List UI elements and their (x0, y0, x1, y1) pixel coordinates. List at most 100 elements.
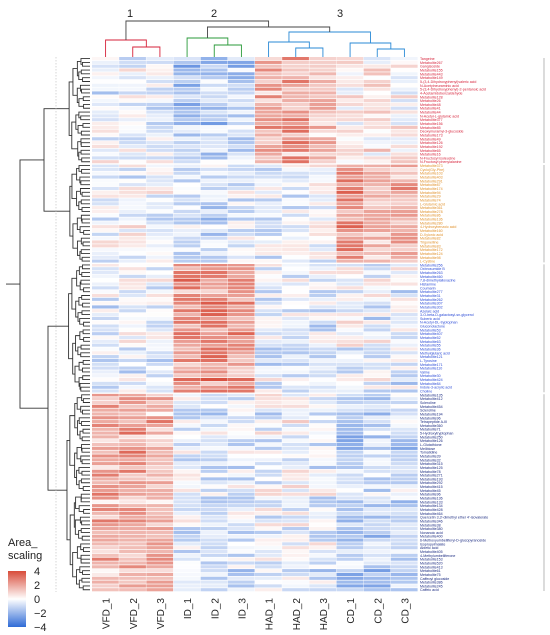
heatmap-cell (173, 488, 201, 492)
dendrogram-branch (81, 88, 90, 94)
heatmap-cell (200, 190, 228, 194)
heatmap-cell (227, 328, 255, 332)
heatmap-cell (255, 507, 282, 512)
heatmap-cell (227, 358, 255, 363)
heatmap-cell (200, 477, 228, 481)
row-label: Metabolite75 (420, 573, 441, 577)
heatmap-cell (200, 164, 228, 168)
heatmap-cell (173, 423, 201, 427)
heatmap-cell (282, 519, 309, 523)
heatmap-cell (336, 102, 364, 106)
heatmap-cell (309, 565, 337, 569)
heatmap-cell (282, 427, 309, 431)
heatmap-cell (146, 68, 174, 72)
heatmap-cell (92, 442, 119, 447)
heatmap-cell (173, 404, 201, 408)
heatmap-cell (255, 358, 282, 363)
heatmap-cell (146, 106, 174, 110)
heatmap-cell (173, 580, 201, 584)
heatmap-cell (336, 141, 364, 145)
heatmap-cell (255, 400, 282, 405)
heatmap-cell (200, 496, 228, 500)
heatmap-cell (390, 584, 418, 588)
heatmap-cell (255, 542, 282, 546)
heatmap-cell (255, 538, 282, 542)
heatmap-cell (173, 278, 201, 282)
dendrogram-branch (80, 130, 90, 136)
heatmap-cell (255, 232, 282, 236)
heatmap-cell (227, 439, 255, 443)
heatmap-cell (92, 255, 119, 259)
heatmap-cell (390, 206, 418, 210)
heatmap-cell (309, 538, 337, 542)
heatmap-cell (255, 504, 282, 508)
row-label: Metabolite74 (420, 198, 441, 202)
heatmap-cell (92, 569, 119, 573)
heatmap-cell (200, 569, 228, 573)
heatmap-cell (227, 320, 255, 324)
heatmap-cell (363, 572, 391, 577)
heatmap-cell (227, 477, 255, 481)
heatmap-cell (200, 542, 228, 546)
dendrogram-branch (80, 543, 90, 551)
heatmap-cell (336, 553, 364, 557)
heatmap-cell (363, 121, 391, 126)
row-label: Metabolite71 (420, 428, 441, 432)
dendrogram-branch (47, 325, 69, 491)
heatmap-cell (336, 121, 364, 126)
heatmap-cell (92, 477, 119, 481)
row-label: Tomatidine (420, 451, 437, 455)
heatmap-cell (255, 462, 282, 466)
heatmap-cell (309, 309, 337, 313)
heatmap-cell (173, 225, 201, 229)
heatmap-cell (146, 91, 174, 95)
heatmap-cell (200, 374, 228, 378)
heatmap-cell (390, 431, 418, 435)
heatmap-cell (146, 255, 174, 259)
heatmap-cell (282, 68, 309, 72)
heatmap-cell (336, 397, 364, 401)
heatmap-cell (282, 190, 309, 194)
heatmap-cell (200, 458, 228, 462)
heatmap-cell (255, 164, 282, 168)
heatmap-cell (92, 389, 119, 393)
heatmap-cell (200, 527, 228, 531)
heatmap-cell (173, 328, 201, 332)
heatmap-cell (282, 542, 309, 546)
heatmap-cell (309, 542, 337, 546)
heatmap-cell (336, 549, 364, 554)
heatmap-cell (255, 156, 282, 160)
row-label: Metabolite38 (420, 523, 441, 527)
heatmap-cell (146, 232, 174, 236)
heatmap-cell (173, 228, 201, 233)
heatmap-cell (282, 485, 309, 489)
heatmap-cell (119, 217, 146, 221)
heatmap-cell (146, 416, 174, 420)
heatmap-cell (336, 527, 364, 531)
heatmap-cell (227, 309, 255, 313)
heatmap-cell (390, 225, 418, 229)
heatmap-cell (336, 95, 364, 99)
dendrogram-branch (81, 168, 90, 174)
heatmap-cell (173, 271, 201, 275)
heatmap-cell (363, 450, 391, 454)
heatmap-cell (390, 553, 418, 557)
heatmap-cell (255, 240, 282, 244)
heatmap-cell (227, 183, 255, 187)
row-label: Metabolite44 (420, 111, 441, 115)
heatmap-cell (92, 213, 119, 217)
heatmap-cell (119, 378, 146, 382)
heatmap-cell (336, 584, 364, 588)
heatmap-cell (119, 328, 146, 332)
heatmap-cell (173, 232, 201, 236)
heatmap-cell (363, 282, 391, 286)
heatmap-cell (92, 557, 119, 561)
heatmap-cell (336, 462, 364, 466)
heatmap-cell (146, 324, 174, 328)
heatmap-cell (227, 519, 255, 523)
heatmap-cell (227, 420, 255, 424)
heatmap-cell (255, 133, 282, 137)
row-label: Isopropylmalate (420, 542, 445, 546)
heatmap-cell (255, 259, 282, 263)
heatmap-cell (146, 496, 174, 500)
